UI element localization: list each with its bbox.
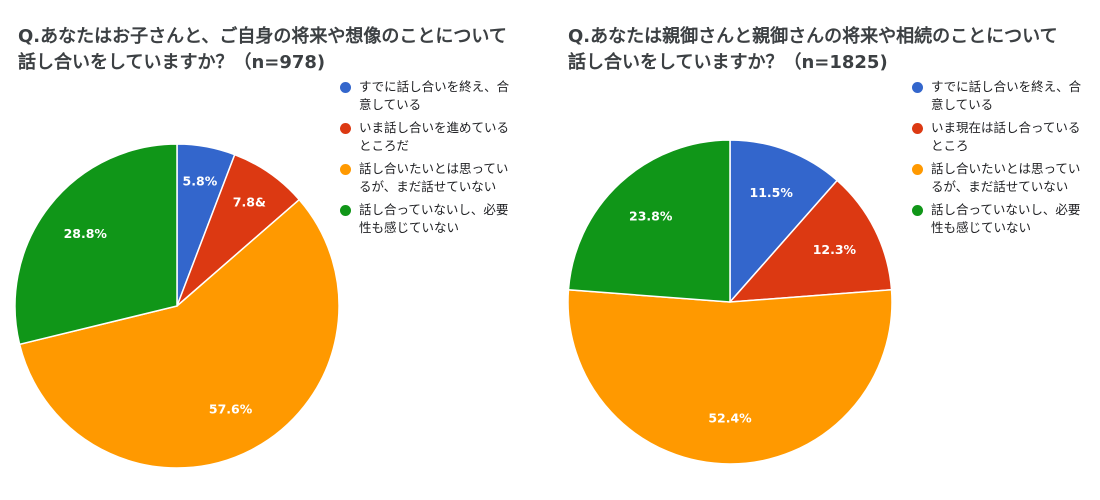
legend-label: いま話し合いを進めている ところだ	[359, 120, 510, 153]
legend-item: 話し合いたいとは思ってい るが、まだ話せていない	[912, 160, 1100, 196]
pie-slice	[14, 143, 178, 346]
legend: すでに話し合いを終え、合 意している いま話し合いを進めている ところだ 話し合…	[340, 78, 540, 242]
legend-swatch	[912, 123, 923, 134]
legend-label: 話し合いたいとは思ってい るが、まだ話せていない	[359, 161, 509, 194]
legend-item: いま現在は話し合っている ところ	[912, 119, 1100, 155]
legend-label: 話し合っていないし、必要 性も感じていない	[931, 202, 1081, 235]
pie-slice	[728, 179, 893, 303]
right-chart-panel: Q.あなたは親御さんと親御さんの将来や相続のことについて 話し合いをしていますか…	[550, 0, 1100, 500]
slice-value-label: 12.3%	[813, 242, 857, 257]
legend-item: すでに話し合いを終え、合 意している	[340, 78, 540, 114]
legend-label: すでに話し合いを終え、合 意している	[931, 79, 1082, 112]
slice-value-label: 23.8%	[629, 208, 673, 223]
legend-label: 話し合いたいとは思ってい るが、まだ話せていない	[931, 161, 1081, 194]
pie-slice	[18, 198, 340, 469]
legend-swatch	[912, 164, 923, 175]
legend-item: 話し合っていないし、必要 性も感じていない	[340, 201, 540, 237]
legend-label: 話し合っていないし、必要 性も感じていない	[359, 202, 509, 235]
left-chart-panel: Q.あなたはお子さんと、ご自身の将来や想像のことについて 話し合いをしていますか…	[14, 26, 540, 469]
legend-swatch	[340, 82, 351, 93]
pie-chart: 11.5% 12.3% 52.4% 23.8%	[567, 139, 893, 465]
legend-item: いま話し合いを進めている ところだ	[340, 119, 540, 155]
pie-slice	[567, 139, 731, 303]
pie-slice	[567, 288, 893, 465]
slice-value-label: 7.8&	[233, 194, 266, 209]
legend-item: 話し合いたいとは思ってい るが、まだ話せていない	[340, 160, 540, 196]
legend-swatch	[340, 123, 351, 134]
legend: すでに話し合いを終え、合 意している いま現在は話し合っている ところ 話し合い…	[912, 78, 1100, 242]
legend-swatch	[912, 205, 923, 216]
chart-title: Q.あなたはお子さんと、ご自身の将来や想像のことについて 話し合いをしていますか…	[18, 26, 507, 73]
pie-chart: 5.8% 7.8&57.6% 28.8%	[14, 143, 340, 469]
slice-value-label: 52.4%	[708, 411, 752, 426]
legend-swatch	[340, 205, 351, 216]
pie-slice	[729, 139, 839, 304]
chart-title: Q.あなたは親御さんと親御さんの将来や相続のことについて 話し合いをしていますか…	[568, 26, 1058, 73]
legend-item: すでに話し合いを終え、合 意している	[912, 78, 1100, 114]
slice-value-label: 11.5%	[750, 185, 794, 200]
slice-value-label: 28.8%	[64, 226, 108, 241]
legend-item: 話し合っていないし、必要 性も感じていない	[912, 201, 1100, 237]
legend-swatch	[912, 82, 923, 93]
slice-value-label: 57.6%	[209, 402, 253, 417]
legend-label: すでに話し合いを終え、合 意している	[359, 79, 510, 112]
legend-label: いま現在は話し合っている ところ	[931, 120, 1081, 153]
legend-swatch	[340, 164, 351, 175]
slice-value-label: 5.8%	[183, 174, 218, 189]
